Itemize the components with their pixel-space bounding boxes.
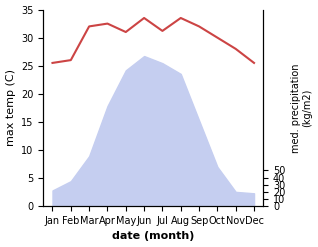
Y-axis label: max temp (C): max temp (C) bbox=[5, 69, 16, 146]
X-axis label: date (month): date (month) bbox=[112, 231, 194, 242]
Y-axis label: med. precipitation
(kg/m2): med. precipitation (kg/m2) bbox=[291, 63, 313, 153]
